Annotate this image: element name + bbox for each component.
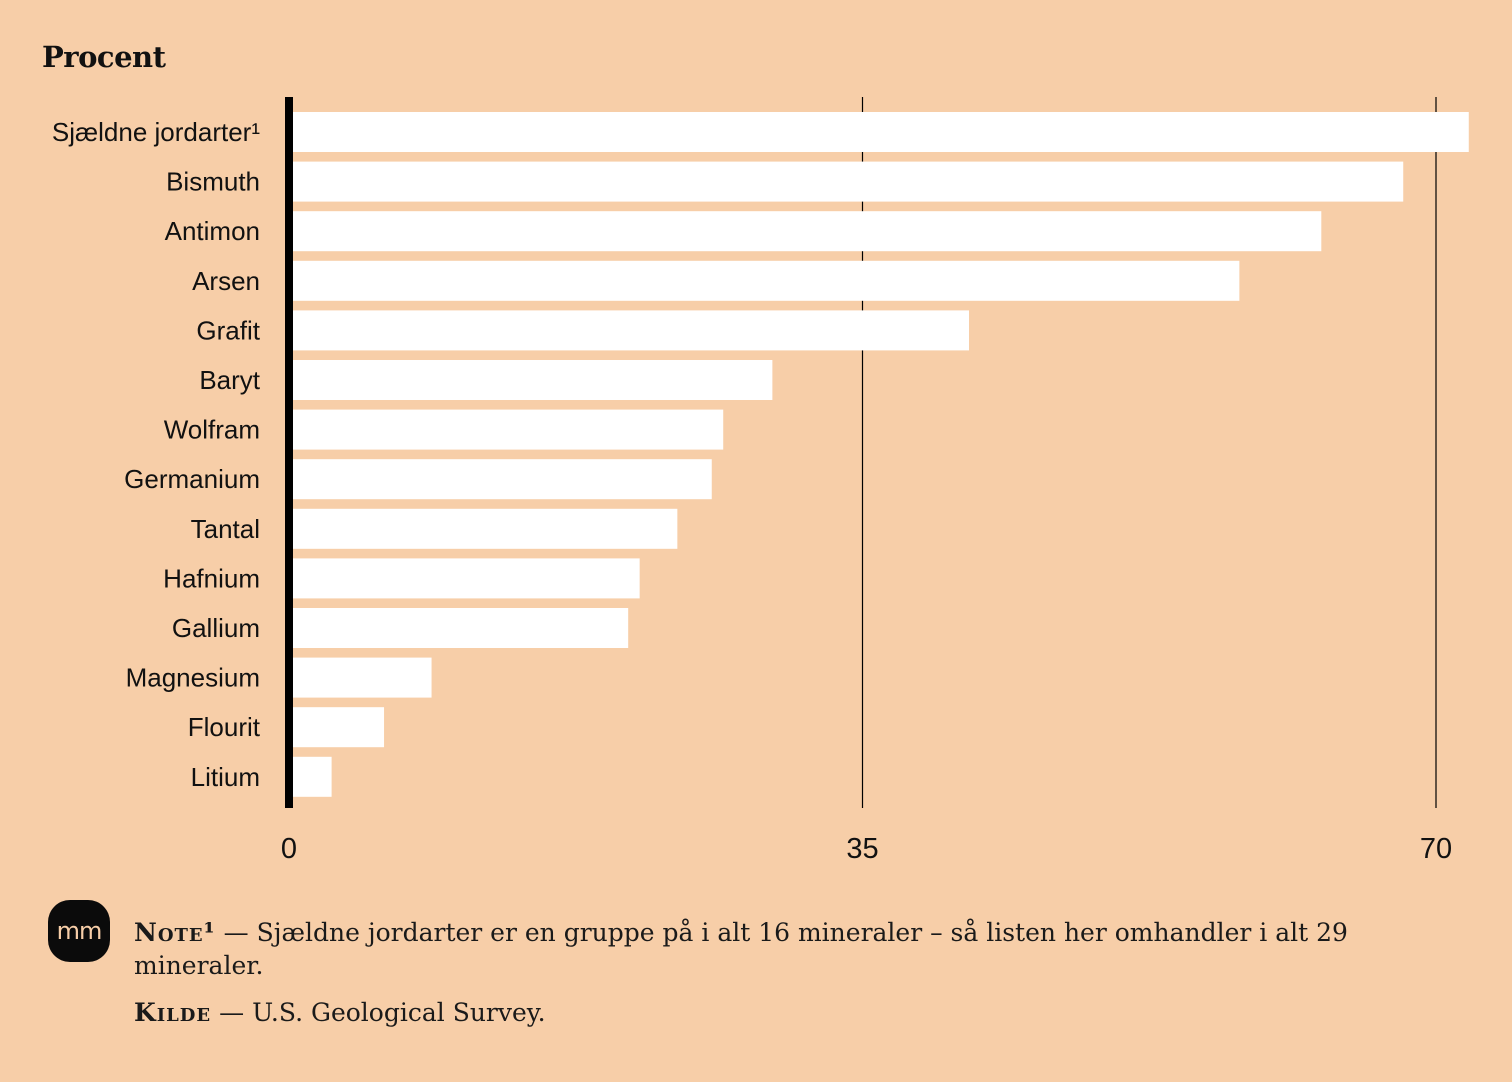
- category-label: Sjældne jordarter¹: [52, 117, 260, 147]
- bar: [289, 310, 970, 351]
- bar: [289, 707, 385, 748]
- bar: [289, 756, 332, 797]
- category-label: Antimon: [165, 216, 260, 246]
- bar: [289, 161, 1404, 202]
- category-label: Litium: [191, 762, 260, 792]
- axis-unit-label: Procent: [42, 40, 166, 74]
- note-line: Note¹ — Sjældne jordarter er en gruppe på …: [134, 916, 1384, 982]
- source-dash: —: [219, 998, 245, 1027]
- category-label: Arsen: [192, 266, 260, 296]
- bar: [289, 608, 629, 648]
- category-label: Hafnium: [163, 563, 260, 593]
- x-tick-label: 35: [846, 833, 878, 865]
- source-line: Kilde — U.S. Geological Survey.: [134, 996, 1384, 1029]
- bar: [289, 409, 724, 450]
- category-labels: Sjældne jordarter¹ Bismuth Antimon Arsen Gra…: [52, 117, 261, 792]
- category-label: Wolfram: [164, 415, 260, 445]
- x-tick-labels: 0 35 70: [281, 833, 1452, 865]
- category-label: Magnesium: [126, 663, 260, 693]
- note-text: Sjældne jordarter er en gruppe på i alt …: [134, 918, 1348, 980]
- note-label: Note¹: [134, 918, 216, 947]
- category-label: Baryt: [199, 365, 260, 395]
- y-axis: [285, 97, 293, 808]
- mm-logo: mm: [48, 900, 110, 962]
- bar: [289, 558, 640, 599]
- category-label: Germanium: [124, 464, 260, 494]
- bar: [289, 260, 1240, 301]
- category-label: Bismuth: [166, 167, 260, 197]
- category-label: Grafit: [196, 315, 260, 345]
- bar: [289, 657, 432, 698]
- bar: [289, 360, 773, 400]
- bar: [289, 508, 678, 549]
- gridlines: [861, 97, 1437, 808]
- category-label: Gallium: [172, 613, 260, 643]
- source-label: Kilde: [134, 998, 212, 1027]
- source-text: U.S. Geological Survey.: [252, 998, 546, 1027]
- category-label: Flourit: [188, 712, 261, 742]
- bar: [289, 459, 712, 500]
- note-dash: —: [223, 918, 249, 947]
- x-tick-label: 70: [1420, 833, 1452, 865]
- bar: [289, 211, 1322, 252]
- footnotes: Note¹ — Sjældne jordarter er en gruppe på …: [134, 916, 1384, 1043]
- zero-axis-line: [285, 97, 293, 808]
- x-tick-label: 0: [281, 833, 297, 865]
- bars: [289, 112, 1469, 797]
- category-label: Tantal: [191, 514, 260, 544]
- bar: [289, 112, 1469, 152]
